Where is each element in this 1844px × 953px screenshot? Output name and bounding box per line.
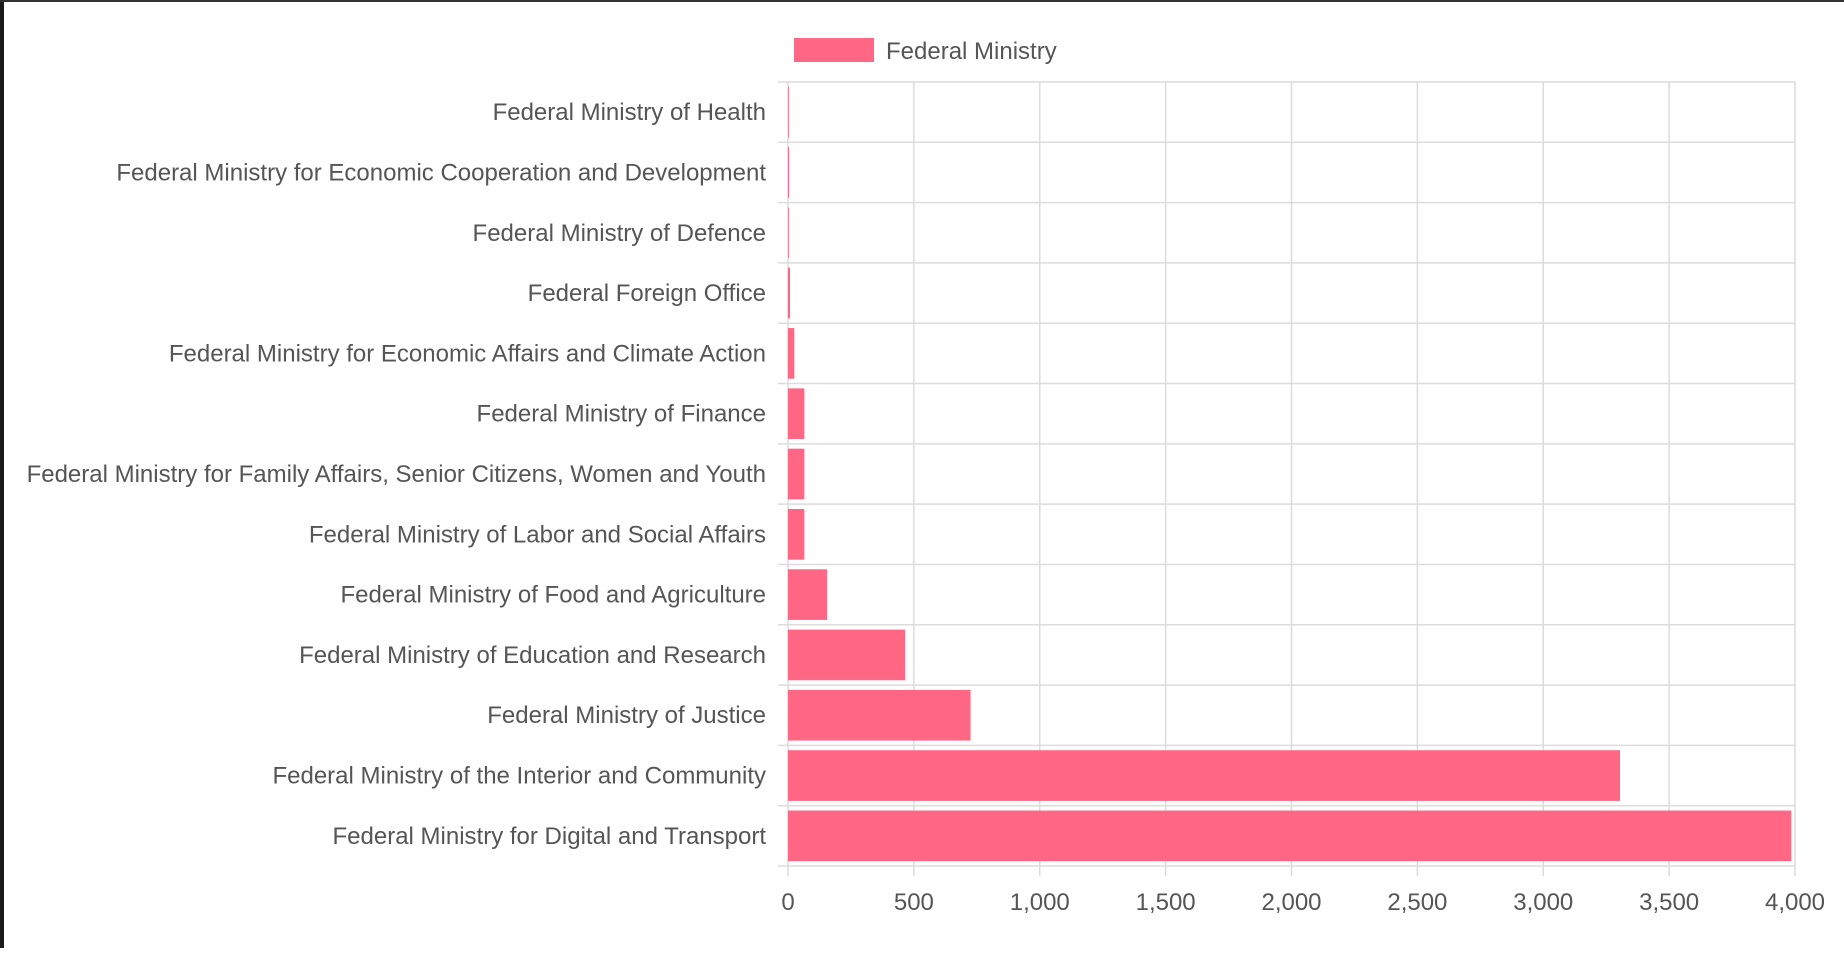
legend-swatch[interactable] bbox=[794, 38, 874, 62]
x-tick-label: 1,000 bbox=[1010, 889, 1070, 916]
category-label: Federal Ministry for Economic Cooperatio… bbox=[116, 159, 766, 186]
legend[interactable]: Federal Ministry bbox=[794, 38, 1057, 65]
category-label: Federal Ministry of Education and Resear… bbox=[299, 642, 766, 669]
bar[interactable] bbox=[788, 569, 828, 620]
category-label: Federal Ministry of Labor and Social Aff… bbox=[309, 521, 766, 548]
category-label: Federal Ministry of Defence bbox=[473, 220, 766, 247]
category-label: Federal Ministry of the Interior and Com… bbox=[272, 763, 766, 790]
x-tick-label: 3,500 bbox=[1639, 889, 1699, 916]
left-edge-strip bbox=[0, 0, 4, 948]
x-axis-ticks: 0 500 1,000 1,500 2,000 2,500 3,000 3,500 4,000 bbox=[781, 889, 1825, 916]
category-label: Federal Ministry of Justice bbox=[487, 702, 766, 729]
legend-label[interactable]: Federal Ministry bbox=[886, 38, 1057, 65]
x-tick-label: 3,000 bbox=[1513, 889, 1573, 916]
category-label: Federal Ministry for Economic Affairs an… bbox=[169, 340, 766, 367]
bar[interactable] bbox=[788, 207, 789, 259]
bar[interactable] bbox=[788, 508, 805, 560]
bar[interactable] bbox=[788, 629, 906, 681]
x-tick-label: 0 bbox=[781, 889, 794, 916]
category-label: Federal Ministry of Health bbox=[493, 99, 766, 126]
x-tick-label: 2,500 bbox=[1387, 889, 1447, 916]
category-labels: Federal Ministry of Health Federal Minist… bbox=[27, 99, 767, 850]
bar[interactable] bbox=[788, 810, 1792, 862]
x-tick-label: 2,000 bbox=[1261, 889, 1321, 916]
bars bbox=[788, 86, 1792, 862]
bar[interactable] bbox=[788, 328, 795, 379]
x-tick-label: 500 bbox=[894, 889, 934, 916]
category-label: Federal Ministry for Family Affairs, Sen… bbox=[27, 461, 766, 488]
bar[interactable] bbox=[788, 388, 805, 440]
x-tick-label: 1,500 bbox=[1136, 889, 1196, 916]
category-label: Federal Ministry for Digital and Transpo… bbox=[333, 823, 767, 850]
bar[interactable] bbox=[788, 86, 789, 138]
category-label: Federal Foreign Office bbox=[528, 280, 766, 307]
bar[interactable] bbox=[788, 147, 790, 198]
x-tick-label: 4,000 bbox=[1765, 889, 1825, 916]
bar[interactable] bbox=[788, 448, 805, 500]
category-label: Federal Ministry of Food and Agriculture bbox=[340, 582, 766, 609]
bar[interactable] bbox=[788, 750, 1621, 801]
bar[interactable] bbox=[788, 267, 791, 319]
category-label: Federal Ministry of Finance bbox=[477, 401, 766, 428]
top-edge-line bbox=[0, 0, 1844, 2]
grid-lines bbox=[778, 81, 1796, 876]
bar[interactable] bbox=[788, 689, 971, 741]
